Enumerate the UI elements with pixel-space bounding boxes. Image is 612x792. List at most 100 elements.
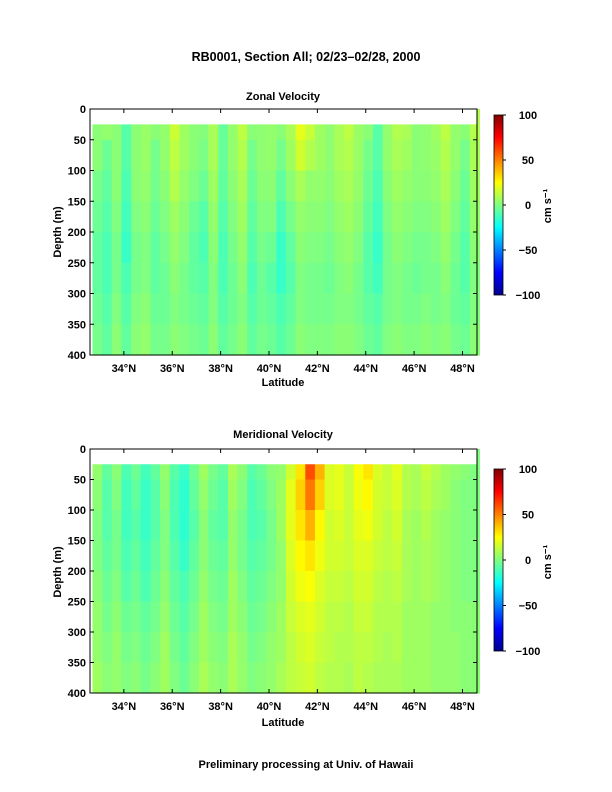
heatmap-cell [121, 571, 132, 603]
panel-title: Zonal Velocity [246, 91, 321, 103]
heatmap-cell [343, 632, 355, 664]
heatmap-cell [305, 324, 316, 356]
heatmap-cell [218, 449, 229, 481]
y-tick-label: 150 [68, 536, 86, 548]
heatmap-cell [324, 510, 335, 542]
heatmap-cell [421, 479, 432, 511]
heatmap-cell [111, 571, 123, 603]
heatmap-cell [169, 479, 181, 511]
heatmap-cell [314, 109, 326, 141]
heatmap-cell [237, 139, 248, 172]
heatmap-cell [353, 109, 364, 141]
heatmap-cell [285, 232, 297, 264]
heatmap-cell [179, 601, 190, 633]
heatmap-cell [140, 232, 152, 264]
heatmap-cell [402, 662, 413, 694]
heatmap-cell [402, 571, 413, 603]
heatmap-cell [227, 324, 239, 356]
heatmap-cell [411, 324, 422, 356]
heatmap-cell [460, 510, 471, 542]
heatmap-cell [392, 571, 403, 603]
heatmap-cell [421, 510, 432, 542]
heatmap-cell [140, 510, 152, 542]
heatmap-cell [402, 324, 413, 356]
heatmap-cell [131, 540, 142, 572]
heatmap-cell [218, 232, 229, 264]
heatmap-cell [247, 201, 258, 233]
heatmap-cell [160, 479, 171, 511]
heatmap-cell [266, 479, 277, 511]
heatmap-cell [460, 293, 471, 325]
heatmap-cell [392, 449, 403, 481]
heatmap-cell [440, 479, 451, 511]
heatmap-cell [431, 601, 442, 633]
x-tick-label: 40°N [257, 363, 282, 375]
heatmap-cell [343, 232, 355, 264]
heatmap-cell [131, 479, 142, 511]
heatmap-cell [266, 324, 277, 356]
heatmap-cell [334, 324, 345, 356]
heatmap-cell [131, 262, 142, 295]
heatmap-cell [469, 662, 481, 694]
heatmap-cell [247, 262, 258, 295]
heatmap-cell [334, 170, 345, 202]
heatmap-cell [460, 571, 471, 603]
heatmap-cell [450, 601, 461, 633]
heatmap-cell [440, 510, 451, 542]
heatmap-cell [450, 262, 461, 295]
colorbar-tick-label: −50 [519, 601, 538, 613]
heatmap-cell [343, 139, 355, 172]
heatmap-cell [343, 479, 355, 511]
heatmap-cell [353, 601, 364, 633]
heatmap-cell [372, 293, 384, 325]
heatmap-cell [150, 170, 161, 202]
heatmap-cell [402, 170, 413, 202]
heatmap-cell [102, 632, 113, 664]
y-tick-label: 200 [68, 566, 86, 578]
heatmap-cell [247, 540, 258, 572]
heatmap-cell [276, 170, 287, 202]
heatmap-cell [431, 449, 442, 481]
heatmap-cell [372, 601, 384, 633]
heatmap-cell [227, 293, 239, 325]
heatmap-cell [276, 139, 287, 172]
heatmap-cell [111, 479, 123, 511]
heatmap-cell [208, 510, 219, 542]
heatmap-cell [372, 632, 384, 664]
heatmap-cell [334, 109, 345, 141]
heatmap-cell [353, 170, 364, 202]
colorbar-tick-label: 100 [519, 464, 537, 476]
panel-meridional-velocity: Meridional Velocity 34°N 36°N 38°N 40°N 42°N… [52, 429, 554, 729]
heatmap-cell [160, 601, 171, 633]
heatmap-cell [295, 324, 306, 356]
heatmap-cell [343, 662, 355, 694]
x-tick-label: 36°N [160, 363, 185, 375]
heatmap-cell [111, 109, 123, 141]
heatmap-cell [121, 139, 132, 172]
heatmap-cell [140, 632, 152, 664]
heatmap-cell [256, 479, 268, 511]
heatmap-cell [469, 170, 481, 202]
heatmap-cell [440, 601, 451, 633]
heatmap-cell [305, 109, 316, 141]
heatmap-cell [295, 293, 306, 325]
y-tick-label: 350 [68, 319, 86, 331]
heatmap-cell [227, 540, 239, 572]
heatmap-cell [392, 632, 403, 664]
heatmap-cell [276, 479, 287, 511]
heatmap-cell [266, 571, 277, 603]
heatmap-cell [247, 662, 258, 694]
heatmap-cell [411, 170, 422, 202]
heatmap-cell [198, 139, 210, 172]
heatmap-cell [343, 170, 355, 202]
heatmap-cell [353, 662, 364, 694]
heatmap-cell [353, 510, 364, 542]
heatmap-cell [102, 170, 113, 202]
heatmap-cell [372, 201, 384, 233]
heatmap-cell [440, 324, 451, 356]
heatmap-cell [131, 139, 142, 172]
heatmap-cell [198, 571, 210, 603]
heatmap-cell [314, 571, 326, 603]
heatmap-cell [411, 571, 422, 603]
heatmap-cell [382, 324, 393, 356]
